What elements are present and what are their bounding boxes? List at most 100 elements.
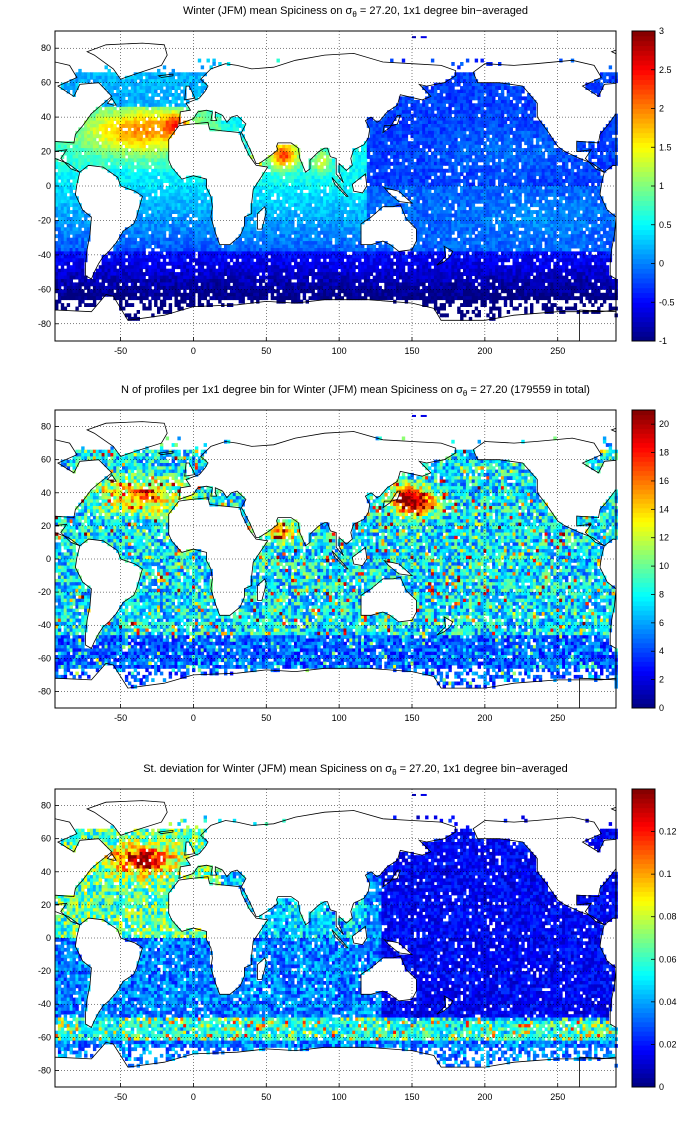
data-cell [489,93,493,97]
data-cell [576,203,581,208]
data-cell [253,206,257,211]
data-cell [401,189,406,194]
data-cell [538,220,543,225]
data-cell [498,82,502,87]
data-cell [57,182,62,187]
data-cell [273,210,277,214]
data-cell [457,220,461,225]
data-cell [570,158,575,163]
data-cell [474,165,479,170]
data-cell [483,220,487,225]
data-cell [477,192,481,197]
data-cell [142,196,146,201]
data-cell [299,210,304,214]
data-cell [136,172,140,177]
data-cell [390,199,394,204]
data-cell [157,130,161,135]
data-cell [465,213,470,218]
data-cell [159,99,164,104]
data-cell [270,213,275,218]
data-cell [524,217,528,221]
data-cell [369,120,374,125]
data-cell [180,103,184,108]
data-cell [433,213,438,218]
data-cell [433,106,438,111]
data-cell [372,151,377,156]
data-cell [209,210,213,214]
data-cell [276,213,280,218]
data-cell [591,141,595,146]
data-cell [530,141,534,146]
data-cell [567,182,572,187]
data-cell [343,189,347,194]
data-cell [87,220,91,225]
data-cell [69,161,73,166]
data-cell [148,103,152,108]
data-cell [594,217,598,221]
data-cell [567,213,572,218]
data-cell [145,79,149,84]
data-cell [425,155,429,159]
data-cell [527,103,531,108]
data-cell [142,127,146,132]
data-cell [486,206,490,211]
data-cell [145,182,149,187]
data-cell [588,175,592,180]
data-cell [375,158,379,163]
data-cell [139,134,143,139]
data-cell [372,127,377,132]
data-cell [445,99,449,104]
data-cell [66,82,71,87]
data-cell [524,113,528,118]
data-cell [197,223,202,228]
data-cell [524,134,528,139]
data-cell [524,137,528,142]
data-cell [133,106,138,111]
data-cell [451,117,455,121]
data-cell [465,189,470,194]
data-cell [489,186,493,190]
data-cell [75,210,79,214]
data-cell [352,179,356,183]
data-cell [559,155,563,159]
data-cell [393,137,397,142]
data-cell [168,179,173,183]
data-cell [390,141,394,146]
data-cell [602,148,607,152]
data-cell [428,161,432,166]
data-cell [439,158,444,163]
data-cell [480,130,484,135]
data-cell [136,151,140,156]
data-cell [299,165,304,170]
data-cell [527,192,531,197]
data-cell [597,196,601,201]
data-cell [398,110,403,115]
data-cell [285,206,289,211]
data-cell [480,99,484,104]
data-cell [506,155,511,159]
data-cell [317,192,321,197]
data-cell [63,199,68,204]
data-cell [98,120,103,125]
data-cell [530,158,534,163]
data-cell [157,110,161,115]
data-cell [145,168,149,173]
data-cell [133,148,138,152]
data-cell [538,127,543,132]
data-cell [384,199,388,204]
data-cell [72,220,76,225]
data-cell [410,130,414,135]
data-cell [168,134,173,139]
data-cell [465,82,470,87]
data-cell [468,106,473,111]
data-cell [433,113,438,118]
data-cell [410,213,414,218]
data-cell [530,124,534,128]
data-cell [334,223,339,228]
data-cell [372,120,377,125]
data-cell [442,203,446,208]
data-cell [162,137,167,142]
data-cell [154,75,158,80]
data-cell [273,155,277,159]
data-cell [104,130,108,135]
